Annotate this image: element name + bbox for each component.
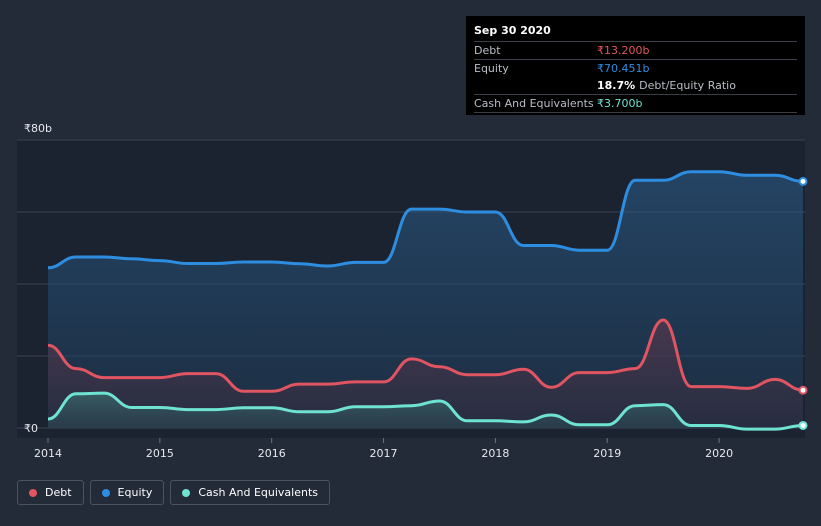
x-tick-label: 2015 [146, 447, 174, 460]
y-axis-bottom-label: ₹0 [24, 422, 38, 435]
legend-item-cash[interactable]: Cash And Equivalents [170, 480, 330, 505]
legend-label-debt: Debt [45, 486, 72, 499]
tooltip-ratio-label: Debt/Equity Ratio [639, 79, 736, 92]
tooltip-debt-value: ₹13.200b [597, 44, 650, 57]
x-tick-label: 2019 [593, 447, 621, 460]
tooltip-row-ratio: 18.7% Debt/Equity Ratio [474, 77, 797, 94]
area-equity [48, 171, 803, 428]
series-lines [47, 170, 804, 431]
legend-dot-debt-icon [29, 488, 37, 497]
series-endpoints [798, 176, 808, 430]
x-tick-label: 2020 [705, 447, 733, 460]
area-debt [48, 320, 803, 428]
legend-dot-equity-icon [101, 488, 110, 497]
tooltip-equity-value: ₹70.451b [597, 62, 650, 75]
endpoint-cash [798, 420, 808, 430]
line-debt [47, 318, 804, 393]
x-axis-ticks: 2014 2015 2016 2017 2018 2019 2020 [34, 438, 733, 460]
x-tick-label: 2014 [34, 447, 62, 460]
area-cash [48, 393, 803, 430]
tooltip-cash-label: Cash And Equivalents [474, 97, 594, 110]
chart-legend: Debt Equity Cash And Equivalents [17, 480, 330, 505]
legend-item-equity[interactable]: Equity [89, 480, 165, 505]
tooltip-row-equity: Equity ₹70.451b [474, 59, 797, 77]
y-axis-top-label: ₹80b [24, 122, 52, 135]
x-tick-label: 2016 [258, 447, 286, 460]
tooltip-row-cash: Cash And Equivalents ₹3.700b [474, 94, 797, 113]
legend-label-equity: Equity [117, 486, 153, 499]
x-tick-label: 2017 [370, 447, 398, 460]
legend-label-cash: Cash And Equivalents [198, 486, 318, 499]
tooltip-cash-value: ₹3.700b [597, 97, 643, 110]
tooltip-row-debt: Debt ₹13.200b [474, 41, 797, 59]
legend-dot-cash-icon [182, 488, 191, 497]
line-cash [47, 391, 804, 431]
tooltip-date: Sep 30 2020 [474, 24, 551, 37]
line-equity [47, 170, 804, 270]
tooltip-ratio-value: 18.7% [597, 79, 636, 92]
series-areas [48, 171, 803, 430]
endpoint-debt [798, 385, 808, 395]
endpoint-equity [798, 176, 808, 186]
legend-item-debt[interactable]: Debt [17, 480, 84, 505]
tooltip-panel: Sep 30 2020 Debt ₹13.200b Equity ₹70.451… [466, 16, 805, 115]
tooltip-debt-label: Debt [474, 44, 501, 57]
tooltip-equity-label: Equity [474, 62, 509, 75]
x-tick-label: 2018 [481, 447, 509, 460]
